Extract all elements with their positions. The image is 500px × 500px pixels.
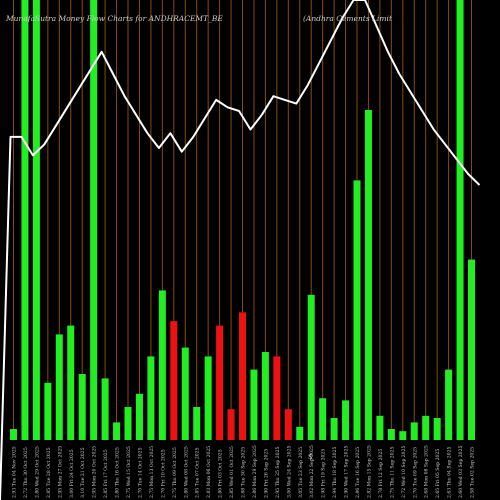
bar [239, 312, 246, 440]
x-tick-label: 2.86 Tue 16 Sep 2025 [355, 447, 361, 498]
bar [55, 334, 63, 440]
x-tick-label: 3.00 Wed 24 Sep 2025 [286, 446, 292, 498]
bar [216, 325, 224, 440]
x-tick-label: 2.85 Fri 17 Oct 2025 [103, 449, 109, 498]
x-tick-label: 2.82 Mon 15 Sep 2025 [366, 445, 372, 498]
bar [181, 347, 189, 440]
bar [399, 431, 407, 440]
bars [10, 0, 475, 440]
bar [261, 352, 269, 440]
x-tick-label: 2.90 Fri 26 Sep 2025 [263, 449, 269, 498]
x-tick-label: 2.98 Fri 19 Sep 2025 [321, 449, 327, 498]
symbol-marker: $ [308, 453, 312, 461]
x-tick-labels: 2.93 Tue 04 Nov 2025 2.72 Thu 30 Oct 2025… [12, 445, 476, 498]
x-tick-label: 2.63 Thu 04 Sep 2025 [447, 447, 453, 498]
bar [468, 259, 475, 440]
bar [319, 398, 327, 440]
x-tick-label: 2.75 Mon 13 Oct 2025 [149, 446, 155, 498]
x-tick-label: 2.88 Tue 30 Sep 2025 [241, 447, 247, 498]
x-tick-label: 2.68 Mon 08 Sep 2025 [424, 445, 430, 498]
bar [90, 0, 98, 440]
x-tick-label: 2.90 Wed 17 Sep 2025 [344, 446, 350, 498]
bar [284, 409, 292, 440]
x-tick-label: 2.58 Tue 02 Sep 2025 [470, 447, 476, 498]
x-tick-label: 2.75 Thu 11 Sep 2025 [389, 447, 395, 498]
bar [456, 0, 464, 440]
x-tick-label: 2.95 Mon 20 Oct 2025 [92, 446, 98, 498]
bar [330, 418, 338, 440]
bar [422, 415, 430, 440]
x-tick-label: 2.80 Thu 16 Oct 2025 [115, 447, 121, 498]
bar [101, 378, 109, 440]
x-tick-label: 2.80 Wed 29 Oct 2025 [34, 446, 40, 498]
chart-subtitle: (Andhra Cements Limit [303, 14, 393, 23]
x-tick-label: 3.02 Mon 22 Sep 2025 [309, 445, 315, 498]
bar [170, 321, 178, 440]
x-tick-label: 2.75 Wed 15 Oct 2025 [126, 446, 132, 498]
x-tick-label: 3.05 Tue 23 Sep 2025 [298, 447, 304, 498]
x-tick-label: 2.80 Fri 03 Oct 2025 [218, 449, 224, 498]
bar [113, 422, 121, 440]
x-tick-label: 2.72 Thu 30 Oct 2025 [23, 447, 29, 498]
x-tick-label: 2.85 Wed 01 Oct 2025 [229, 446, 235, 498]
x-tick-label: 2.60 Wed 03 Sep 2025 [458, 446, 464, 498]
bar [364, 110, 372, 440]
bar [135, 393, 143, 440]
x-tick-label: 2.70 Fri 10 Oct 2025 [160, 449, 166, 498]
x-tick-label: 2.85 Tue 28 Oct 2025 [46, 447, 52, 498]
bar [78, 374, 86, 440]
x-tick-label: 2.70 Tue 09 Sep 2025 [412, 447, 418, 498]
bar [227, 409, 235, 440]
x-tick-label: 2.95 Thu 25 Sep 2025 [275, 447, 281, 498]
bar [387, 429, 395, 440]
bar [147, 356, 155, 440]
bar [67, 325, 75, 440]
x-tick-label: 3.00 Fri 24 Oct 2025 [69, 449, 75, 498]
bar [342, 400, 350, 440]
x-tick-label: 2.70 Tue 14 Oct 2025 [137, 447, 143, 498]
x-tick-label: 2.75 Thu 09 Oct 2025 [172, 447, 178, 498]
x-tick-label: 2.85 Tue 07 Oct 2025 [195, 447, 201, 498]
x-tick-label: 2.93 Tue 04 Nov 2025 [12, 446, 18, 498]
x-tick-label: 2.80 Wed 08 Oct 2025 [183, 446, 189, 498]
bar [204, 356, 212, 440]
price-line-path [0, 0, 481, 500]
x-tick-label: 2.94 Thu 18 Sep 2025 [332, 447, 338, 498]
bar [296, 426, 304, 440]
bar [124, 407, 132, 440]
x-tick-label: 2.95 Mon 27 Oct 2025 [57, 446, 63, 498]
x-tick-label: 2.72 Wed 10 Sep 2025 [401, 446, 407, 498]
x-tick-label: 2.65 Fri 05 Sep 2025 [435, 449, 441, 498]
bar [353, 180, 361, 440]
bar [250, 369, 258, 440]
bar [193, 407, 201, 440]
bar [273, 356, 281, 440]
bar [32, 0, 40, 440]
bar [307, 294, 315, 440]
x-tick-label: 2.78 Fri 12 Sep 2025 [378, 449, 384, 498]
chart-title: MunafaSutra Money Flow Charts for ANDHRA… [5, 14, 223, 23]
price-line [0, 0, 481, 500]
x-tick-label: 3.10 Tue 21 Oct 2025 [80, 447, 86, 498]
bar [21, 0, 29, 440]
x-tick-label: 2.86 Mon 29 Sep 2025 [252, 445, 258, 498]
bar [433, 418, 441, 440]
bar [44, 382, 52, 440]
x-tick-label: 2.83 Mon 06 Oct 2025 [206, 446, 212, 498]
bar [410, 422, 418, 440]
bar [10, 429, 17, 440]
bar [376, 415, 384, 440]
bar [445, 369, 453, 440]
bar [158, 290, 166, 440]
